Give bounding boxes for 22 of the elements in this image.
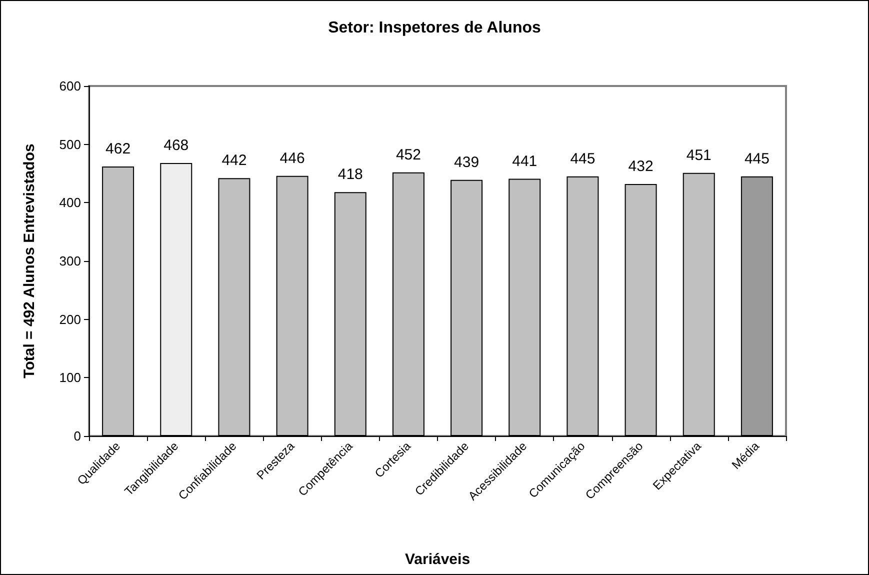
y-tick-label: 400 — [59, 195, 81, 210]
data-label: 441 — [512, 152, 538, 170]
y-tick-label: 0 — [74, 428, 81, 444]
data-label: 452 — [396, 146, 421, 164]
data-label: 418 — [338, 166, 363, 184]
data-label: 442 — [222, 152, 247, 170]
data-label: 439 — [454, 154, 480, 171]
y-tick-label: 600 — [59, 78, 81, 94]
chart-title: Setor: Inspetores de Alunos — [328, 20, 541, 36]
data-label: 446 — [280, 150, 305, 167]
data-label: 432 — [628, 158, 654, 175]
data-label: 462 — [106, 140, 131, 158]
y-tick-label: 100 — [59, 370, 81, 386]
data-label: 451 — [686, 146, 712, 164]
y-tick-label: 500 — [59, 136, 81, 152]
y-tick-label: 200 — [59, 312, 81, 327]
y-axis-title: Total = 492 Alunos Entrevistados — [21, 144, 38, 378]
data-label: 468 — [164, 137, 189, 154]
y-tick-label: 300 — [59, 254, 81, 268]
data-label: 445 — [744, 150, 770, 168]
data-label: 445 — [570, 150, 596, 168]
x-axis-title: Variáveis — [404, 551, 470, 568]
